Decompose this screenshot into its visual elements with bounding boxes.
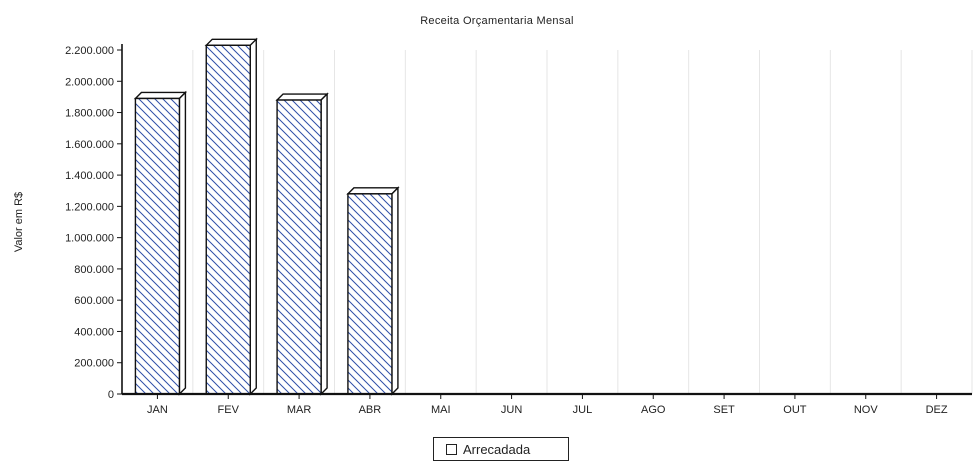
x-tick-label: JUN [501,404,522,416]
legend: Arrecadada [433,437,569,461]
x-tick-label: MAI [431,404,451,416]
y-axis-label: Valor em R$ [13,192,25,252]
y-tick-label: 1.400.000 [65,170,114,182]
bar-fev [204,37,258,396]
chart-title: Receita Orçamentaria Mensal [420,15,574,27]
y-tick-labels: 0 200.000 400.000 600.000 800.000 1.000.000 1.… [65,45,122,401]
y-tick-label: 400.000 [74,326,114,338]
x-tick-label: FEV [218,404,240,416]
x-tick-label: JUL [573,404,593,416]
x-tick-labels: JAN FEV MAR ABR MAI JUN JUL AGO SET OUT NOV DEZ [147,394,948,416]
legend-swatch [446,443,457,455]
x-tick-label: JAN [147,404,168,416]
y-tick-label: 2.000.000 [65,76,114,88]
bars-group [133,37,959,396]
grid-lines [121,50,973,394]
y-tick-label: 0 [108,389,114,401]
x-tick-label: SET [713,404,735,416]
x-tick-label: OUT [783,404,807,416]
x-tick-label: AGO [641,404,666,416]
x-tick-label: NOV [854,404,879,416]
x-tick-label: MAR [287,404,312,416]
y-tick-label: 200.000 [74,358,114,370]
y-tick-label: 1.600.000 [65,139,114,151]
bar-jan [133,90,188,396]
y-tick-label: 600.000 [74,295,114,307]
y-tick-label: 1.800.000 [65,108,114,120]
x-tick-label: ABR [359,404,382,416]
axes [121,44,972,396]
bar-mar [275,92,329,396]
bar-abr [346,186,400,396]
y-tick-label: 1.000.000 [65,233,114,245]
y-tick-label: 2.200.000 [65,45,114,57]
y-tick-label: 800.000 [74,264,114,276]
legend-label: Arrecadada [463,441,531,457]
y-tick-label: 1.200.000 [65,201,114,213]
x-tick-label: DEZ [926,404,948,416]
